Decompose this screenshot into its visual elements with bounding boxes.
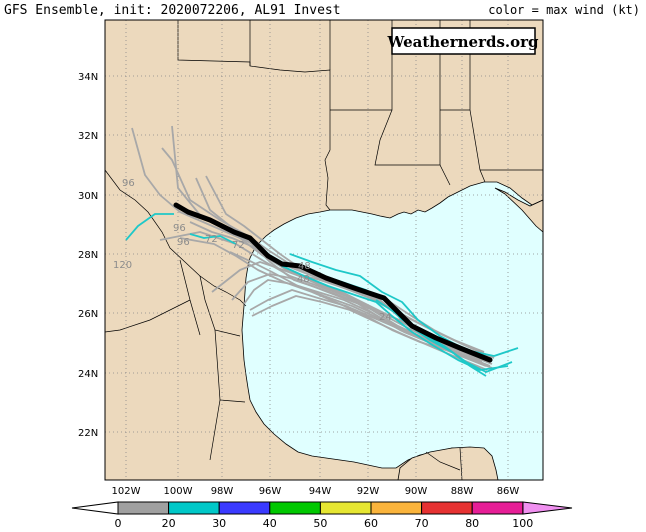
colorbar-tick: 40 [263, 517, 277, 530]
hour-label: 120 [113, 260, 132, 271]
chart-title: GFS Ensemble, init: 2020072206, AL91 Inv… [4, 3, 341, 18]
colorbar-swatch [421, 501, 473, 515]
colorbar-tick: 20 [162, 517, 176, 530]
longitude-labels: 102W 100W 98W 96W 94W 92W 90W 88W 86W [112, 486, 520, 497]
hour-label: 96 [173, 223, 186, 234]
colorbar-tick: 70 [415, 517, 429, 530]
land-florida [494, 187, 543, 233]
land-yucatan [397, 446, 499, 480]
gridlines [105, 20, 543, 480]
colorbar-low-arrow [71, 501, 119, 515]
colorbar-swatches [117, 501, 524, 515]
lon-label: 90W [405, 486, 428, 497]
colorbar-swatch [319, 501, 372, 515]
latitude-labels: 34N 32N 30N 28N 26N 24N 22N [78, 72, 98, 439]
colorbar-tick: 50 [313, 517, 327, 530]
lon-label: 94W [309, 486, 332, 497]
lon-label: 92W [357, 486, 380, 497]
colorbar-tick-labels: 0 20 30 40 50 60 70 80 100 [115, 517, 534, 530]
lat-label: 26N [78, 309, 98, 320]
wind-colorbar: 0 20 30 40 50 60 70 80 100 [71, 501, 573, 530]
hour-label: 96 [122, 178, 135, 189]
lat-label: 30N [78, 191, 98, 202]
lat-label: 24N [78, 369, 98, 380]
colorbar-swatch [269, 501, 321, 515]
color-legend-note: color = max wind (kt) [488, 3, 640, 17]
lat-label: 22N [78, 428, 98, 439]
map-frame [104, 19, 544, 481]
lon-label: 98W [211, 486, 234, 497]
hour-label: 48 [297, 274, 310, 285]
lon-label: 96W [259, 486, 282, 497]
lat-label: 28N [78, 250, 98, 261]
lon-label: 102W [112, 486, 141, 497]
colorbar-swatch [471, 501, 524, 515]
forecast-hour-labels: 96 96 96 120 72 72 48 48 24 [113, 178, 392, 323]
lon-label: 100W [164, 486, 193, 497]
hour-label: 48 [298, 261, 311, 272]
colorbar-swatch [117, 501, 170, 515]
lat-label: 34N [78, 72, 98, 83]
lon-label: 86W [497, 486, 520, 497]
hour-label: 24 [379, 312, 392, 323]
colorbar-tick: 0 [115, 517, 122, 530]
colorbar-swatch [370, 501, 423, 515]
hour-label: 72 [232, 240, 245, 251]
colorbar-tick: 100 [512, 517, 533, 530]
colorbar-high-arrow [522, 501, 573, 515]
hour-label: 72 [205, 234, 218, 245]
colorbar-tick: 60 [364, 517, 378, 530]
colorbar-swatch [218, 501, 271, 515]
colorbar-tick: 80 [465, 517, 479, 530]
colorbar-swatch [168, 501, 220, 515]
lon-label: 88W [451, 486, 474, 497]
colorbar-tick: 30 [212, 517, 226, 530]
hour-label: 96 [177, 237, 190, 248]
lat-label: 32N [78, 131, 98, 142]
watermark-box [391, 27, 536, 55]
ensemble-mean-track [173, 202, 493, 363]
watermark: Weathernerds.org [386, 33, 539, 51]
